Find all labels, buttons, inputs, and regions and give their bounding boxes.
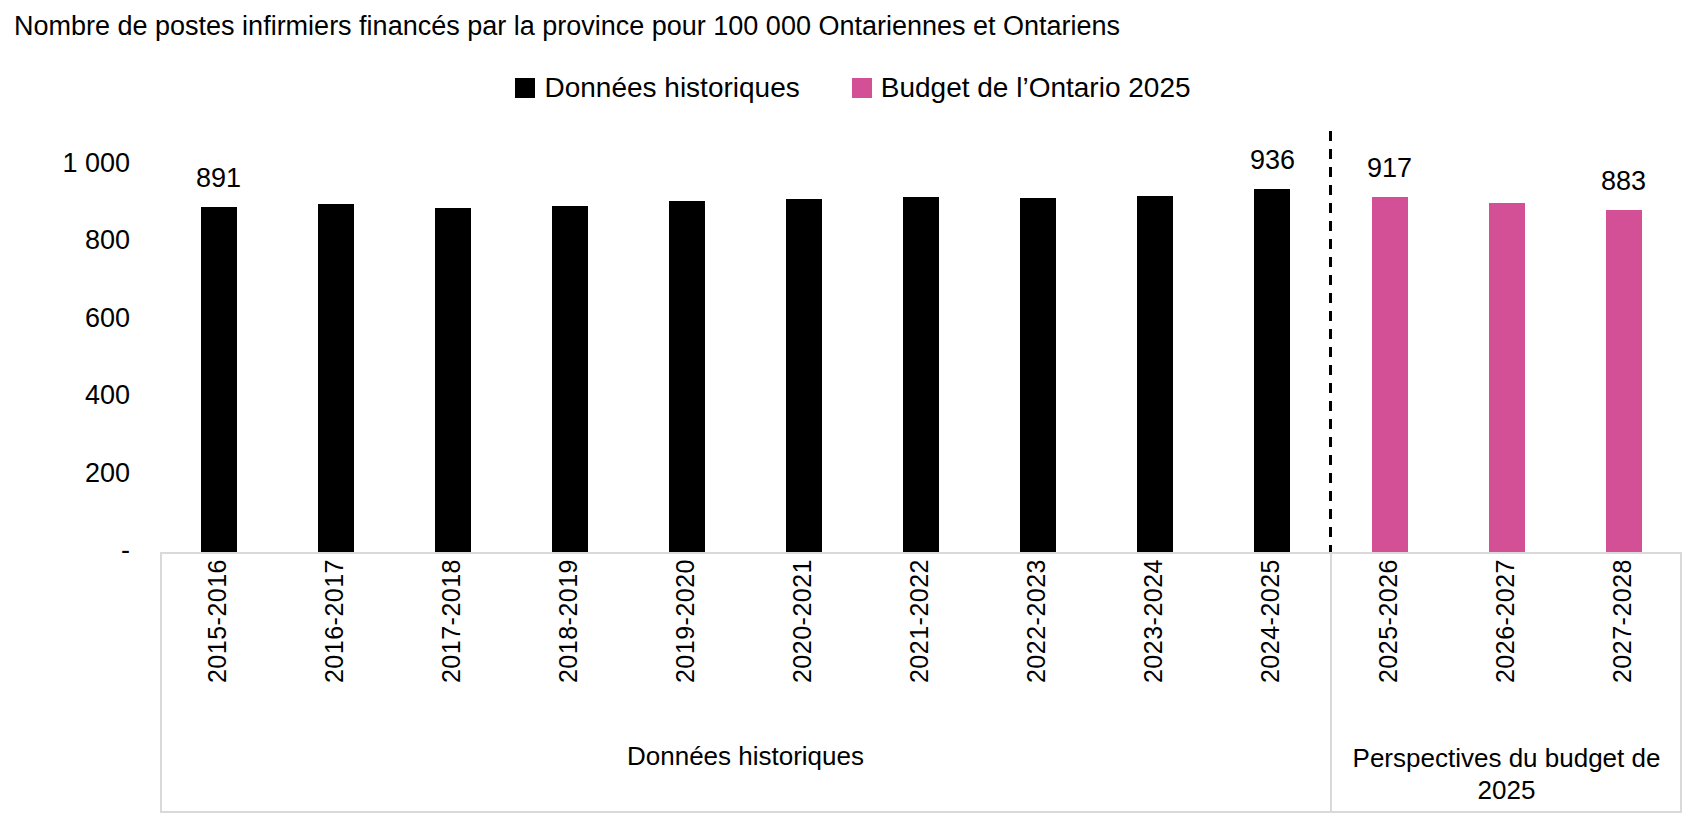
category-label-2021-2022: 2021-2022 (905, 559, 934, 683)
bar-2020-2021 (786, 199, 822, 552)
bar-2027-2028 (1606, 210, 1642, 552)
category-label-2020-2021: 2020-2021 (788, 559, 817, 683)
category-label-2024-2025: 2024-2025 (1256, 559, 1285, 683)
bar-2024-2025 (1254, 189, 1290, 552)
category-label-2023-2024: 2023-2024 (1139, 559, 1168, 683)
category-label-2025-2026: 2025-2026 (1374, 559, 1403, 683)
bar-2023-2024 (1137, 196, 1173, 552)
bar-2025-2026 (1372, 197, 1408, 552)
category-label-2018-2019: 2018-2019 (554, 559, 583, 683)
bar-2018-2019 (552, 206, 588, 552)
data-label-2027-2028: 883 (1601, 166, 1646, 197)
category-label-2026-2027: 2026-2027 (1491, 559, 1520, 683)
y-axis-tick-0: - (18, 535, 130, 566)
bar-2015-2016 (201, 207, 237, 552)
data-label-2015-2016: 891 (196, 163, 241, 194)
category-label-2022-2023: 2022-2023 (1022, 559, 1051, 683)
data-label-2024-2025: 936 (1250, 145, 1295, 176)
y-axis-tick-1000: 1 000 (18, 148, 130, 179)
group-label-historical: Données historiques (160, 740, 1331, 772)
bar-2019-2020 (669, 201, 705, 552)
data-label-2025-2026: 917 (1367, 153, 1412, 184)
y-axis-tick-800: 800 (18, 225, 130, 256)
category-label-2019-2020: 2019-2020 (671, 559, 700, 683)
y-axis-tick-600: 600 (18, 303, 130, 334)
bar-2022-2023 (1020, 198, 1056, 552)
chart-canvas: Nombre de postes infirmiers financés par… (0, 0, 1706, 838)
group-label-forecast: Perspectives du budget de 2025 (1331, 742, 1682, 806)
y-axis-tick-400: 400 (18, 380, 130, 411)
y-axis-tick-200: 200 (18, 458, 130, 489)
category-label-2017-2018: 2017-2018 (437, 559, 466, 683)
bar-2026-2027 (1489, 203, 1525, 552)
category-label-2016-2017: 2016-2017 (320, 559, 349, 683)
plot-area: Données historiques Perspectives du budg… (0, 0, 1706, 838)
forecast-separator-line (1329, 131, 1332, 552)
category-label-2015-2016: 2015-2016 (203, 559, 232, 683)
bar-2016-2017 (318, 204, 354, 552)
bar-2017-2018 (435, 208, 471, 552)
category-label-2027-2028: 2027-2028 (1608, 559, 1637, 683)
bar-2021-2022 (903, 197, 939, 552)
